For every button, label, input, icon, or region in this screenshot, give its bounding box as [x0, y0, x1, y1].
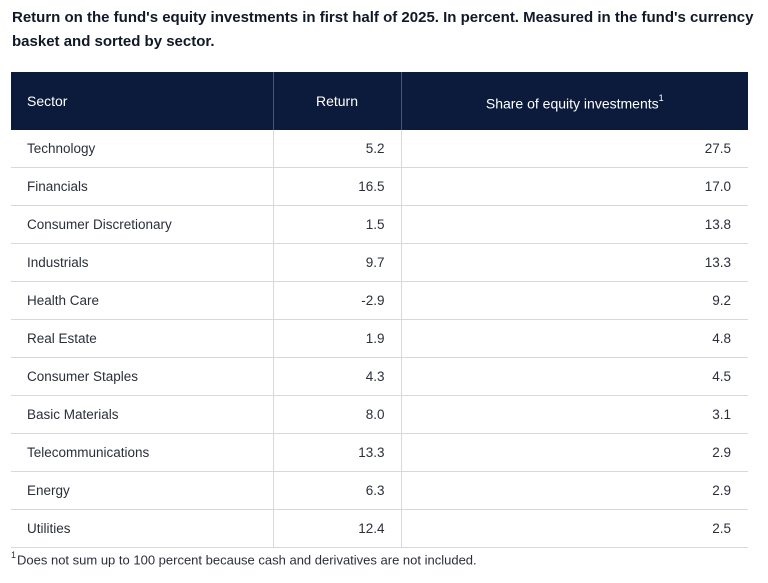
table-row: Health Care -2.9 9.2 — [11, 281, 748, 320]
table-row: Energy 6.3 2.9 — [11, 471, 748, 510]
cell-share: 4.5 — [400, 357, 748, 396]
footnote: 1Does not sum up to 100 percent because … — [11, 550, 477, 568]
header-sector: Sector — [11, 72, 273, 130]
cell-share: 2.5 — [400, 509, 748, 548]
cell-share: 2.9 — [400, 433, 748, 472]
table-title: Return on the fund's equity investments … — [12, 9, 754, 50]
table-row: Industrials 9.7 13.3 — [11, 243, 748, 282]
table-row: Utilities 12.4 2.5 — [11, 509, 748, 548]
cell-share: 17.0 — [400, 167, 748, 206]
header-share-label: Share of equity investments — [485, 95, 659, 112]
cell-return: -2.9 — [272, 281, 401, 320]
cell-share: 27.5 — [400, 130, 748, 168]
table-header-row: Sector Return Share of equity investment… — [11, 72, 748, 130]
cell-share: 2.9 — [400, 471, 748, 510]
cell-sector: Real Estate — [11, 319, 273, 358]
cell-sector: Consumer Discretionary — [11, 205, 273, 244]
table-row: Consumer Discretionary 1.5 13.8 — [11, 205, 748, 244]
cell-sector: Financials — [11, 167, 273, 206]
cell-sector: Health Care — [11, 281, 273, 320]
cell-sector: Industrials — [11, 243, 273, 282]
cell-sector: Basic Materials — [11, 395, 273, 434]
header-share: Share of equity investments1 — [400, 72, 748, 130]
cell-sector: Consumer Staples — [11, 357, 273, 396]
cell-return: 6.3 — [272, 471, 401, 510]
cell-return: 1.9 — [272, 319, 401, 358]
cell-sector: Energy — [11, 471, 273, 510]
footnote-mark: 1 — [11, 550, 17, 560]
cell-sector: Telecommunications — [11, 433, 273, 472]
cell-share: 3.1 — [400, 395, 748, 434]
cell-return: 5.2 — [272, 130, 401, 168]
cell-sector: Technology — [11, 130, 273, 168]
sector-returns-table: Sector Return Share of equity investment… — [11, 72, 748, 548]
cell-share: 13.3 — [400, 243, 748, 282]
table-row: Technology 5.2 27.5 — [11, 130, 748, 168]
cell-share: 13.8 — [400, 205, 748, 244]
table-row: Telecommunications 13.3 2.9 — [11, 433, 748, 472]
cell-return: 16.5 — [272, 167, 401, 206]
cell-return: 8.0 — [272, 395, 401, 434]
cell-return: 9.7 — [272, 243, 401, 282]
cell-return: 4.3 — [272, 357, 401, 396]
footnote-text: Does not sum up to 100 percent because c… — [17, 552, 477, 568]
cell-sector: Utilities — [11, 509, 273, 548]
table-row: Financials 16.5 17.0 — [11, 167, 748, 206]
table-row: Consumer Staples 4.3 4.5 — [11, 357, 748, 396]
cell-return: 12.4 — [272, 509, 401, 548]
cell-return: 13.3 — [272, 433, 401, 472]
cell-return: 1.5 — [272, 205, 401, 244]
header-return: Return — [272, 72, 401, 130]
table-row: Basic Materials 8.0 3.1 — [11, 395, 748, 434]
header-share-footnote-mark: 1 — [658, 92, 664, 103]
cell-share: 9.2 — [400, 281, 748, 320]
table-row: Real Estate 1.9 4.8 — [11, 319, 748, 358]
cell-share: 4.8 — [400, 319, 748, 358]
